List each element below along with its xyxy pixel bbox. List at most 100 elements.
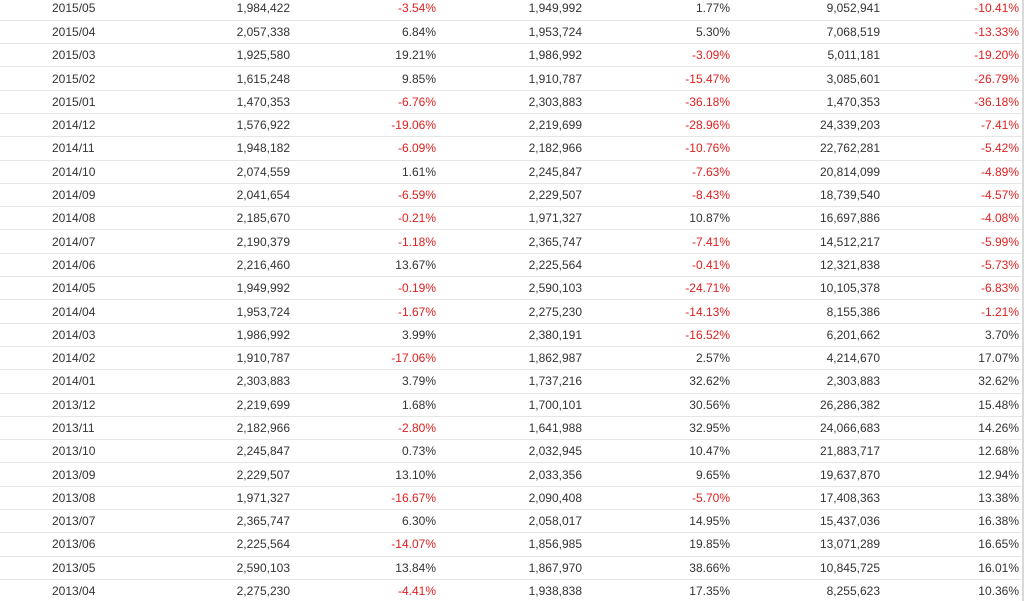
change-a-cell: -1.67%	[294, 299, 440, 324]
table-row: 2015/03 1,925,580 19.21% 1,986,992 -3.09% 5,0…	[0, 43, 1024, 68]
month-cell: 2013/10	[0, 439, 160, 464]
change-a-cell: -4.41%	[294, 579, 440, 601]
value-b-cell: 1,938,838	[440, 579, 586, 601]
table-row: 2013/09 2,229,507 13.10% 2,033,356 9.65% 19,6…	[0, 462, 1024, 487]
cumulative-cell: 14,512,217	[734, 229, 884, 254]
month-cell: 2013/04	[0, 579, 160, 601]
change-b-cell: -24.71%	[586, 276, 734, 301]
cumulative-cell: 1,470,353	[734, 90, 884, 114]
value-a-cell: 1,971,327	[160, 486, 294, 511]
cumulative-change-cell: -1.21%	[884, 299, 1024, 324]
change-b-cell: -7.41%	[586, 229, 734, 254]
scrollbar-edge	[1022, 0, 1024, 601]
cumulative-change-cell: -19.20%	[884, 43, 1024, 68]
value-b-cell: 1,986,992	[440, 43, 586, 68]
change-b-cell: 19.85%	[586, 532, 734, 557]
change-b-cell: 17.35%	[586, 579, 734, 601]
value-b-cell: 2,032,945	[440, 439, 586, 464]
table-row: 2015/01 1,470,353 -6.76% 2,303,883 -36.18% 1,…	[0, 90, 1024, 114]
month-cell: 2015/05	[0, 0, 160, 21]
change-a-cell: -1.18%	[294, 229, 440, 254]
value-a-cell: 2,190,379	[160, 229, 294, 254]
table-row: 2013/10 2,245,847 0.73% 2,032,945 10.47% 21,8…	[0, 439, 1024, 464]
change-b-cell: -14.13%	[586, 299, 734, 324]
value-a-cell: 2,041,654	[160, 183, 294, 208]
value-a-cell: 2,074,559	[160, 160, 294, 184]
cumulative-change-cell: 3.70%	[884, 323, 1024, 347]
cumulative-cell: 21,883,717	[734, 439, 884, 464]
cumulative-change-cell: -5.73%	[884, 253, 1024, 278]
month-cell: 2014/08	[0, 206, 160, 231]
table-row: 2013/04 2,275,230 -4.41% 1,938,838 17.35% 8,2…	[0, 579, 1024, 601]
value-a-cell: 2,219,699	[160, 393, 294, 417]
month-cell: 2013/12	[0, 393, 160, 417]
table-row: 2015/04 2,057,338 6.84% 1,953,724 5.30% 7,068…	[0, 20, 1024, 45]
change-b-cell: 32.62%	[586, 369, 734, 394]
change-b-cell: 9.65%	[586, 462, 734, 487]
table-row: 2014/10 2,074,559 1.61% 2,245,847 -7.63% 20,8…	[0, 160, 1024, 184]
month-cell: 2014/06	[0, 253, 160, 278]
change-b-cell: -8.43%	[586, 183, 734, 208]
month-cell: 2014/07	[0, 229, 160, 254]
change-a-cell: 1.61%	[294, 160, 440, 184]
value-a-cell: 2,216,460	[160, 253, 294, 278]
cumulative-change-cell: 10.36%	[884, 579, 1024, 601]
change-b-cell: -15.47%	[586, 66, 734, 91]
table-row: 2014/07 2,190,379 -1.18% 2,365,747 -7.41% 14,…	[0, 229, 1024, 254]
value-b-cell: 1,856,985	[440, 532, 586, 557]
cumulative-cell: 2,303,883	[734, 369, 884, 394]
cumulative-change-cell: -36.18%	[884, 90, 1024, 114]
cumulative-cell: 20,814,099	[734, 160, 884, 184]
table-row: 2013/12 2,219,699 1.68% 1,700,101 30.56% 26,2…	[0, 393, 1024, 417]
change-b-cell: 10.47%	[586, 439, 734, 464]
cumulative-change-cell: 17.07%	[884, 346, 1024, 371]
value-a-cell: 2,590,103	[160, 556, 294, 580]
cumulative-cell: 5,011,181	[734, 43, 884, 68]
cumulative-change-cell: -6.83%	[884, 276, 1024, 301]
change-a-cell: 13.67%	[294, 253, 440, 278]
change-b-cell: 1.77%	[586, 0, 734, 21]
cumulative-change-cell: 16.65%	[884, 532, 1024, 557]
table-row: 2014/09 2,041,654 -6.59% 2,229,507 -8.43% 18,…	[0, 183, 1024, 208]
change-b-cell: -28.96%	[586, 113, 734, 138]
cumulative-change-cell: -4.08%	[884, 206, 1024, 231]
cumulative-change-cell: -26.79%	[884, 66, 1024, 91]
value-b-cell: 2,058,017	[440, 509, 586, 534]
value-b-cell: 2,229,507	[440, 183, 586, 208]
change-a-cell: 9.85%	[294, 66, 440, 91]
cumulative-cell: 15,437,036	[734, 509, 884, 534]
value-b-cell: 2,275,230	[440, 299, 586, 324]
value-a-cell: 2,303,883	[160, 369, 294, 394]
change-a-cell: -0.21%	[294, 206, 440, 231]
cumulative-cell: 10,845,725	[734, 556, 884, 580]
cumulative-change-cell: 13.38%	[884, 486, 1024, 511]
cumulative-change-cell: -10.41%	[884, 0, 1024, 21]
cumulative-cell: 17,408,363	[734, 486, 884, 511]
change-a-cell: 13.10%	[294, 462, 440, 487]
change-a-cell: 3.79%	[294, 369, 440, 394]
table-row: 2014/04 1,953,724 -1.67% 2,275,230 -14.13% 8,…	[0, 299, 1024, 324]
change-a-cell: 19.21%	[294, 43, 440, 68]
month-cell: 2013/11	[0, 416, 160, 441]
value-a-cell: 2,245,847	[160, 439, 294, 464]
change-a-cell: -6.76%	[294, 90, 440, 114]
cumulative-change-cell: -13.33%	[884, 20, 1024, 45]
value-b-cell: 2,380,191	[440, 323, 586, 347]
value-b-cell: 1,700,101	[440, 393, 586, 417]
change-a-cell: 6.30%	[294, 509, 440, 534]
month-cell: 2014/10	[0, 160, 160, 184]
value-b-cell: 2,365,747	[440, 229, 586, 254]
cumulative-change-cell: 14.26%	[884, 416, 1024, 441]
table-row: 2013/06 2,225,564 -14.07% 1,856,985 19.85% 13…	[0, 532, 1024, 557]
change-b-cell: 2.57%	[586, 346, 734, 371]
cumulative-change-cell: -7.41%	[884, 113, 1024, 138]
change-b-cell: -3.09%	[586, 43, 734, 68]
value-a-cell: 1,576,922	[160, 113, 294, 138]
cumulative-change-cell: 12.94%	[884, 462, 1024, 487]
value-b-cell: 2,225,564	[440, 253, 586, 278]
value-a-cell: 1,948,182	[160, 136, 294, 161]
change-b-cell: 30.56%	[586, 393, 734, 417]
change-a-cell: -19.06%	[294, 113, 440, 138]
